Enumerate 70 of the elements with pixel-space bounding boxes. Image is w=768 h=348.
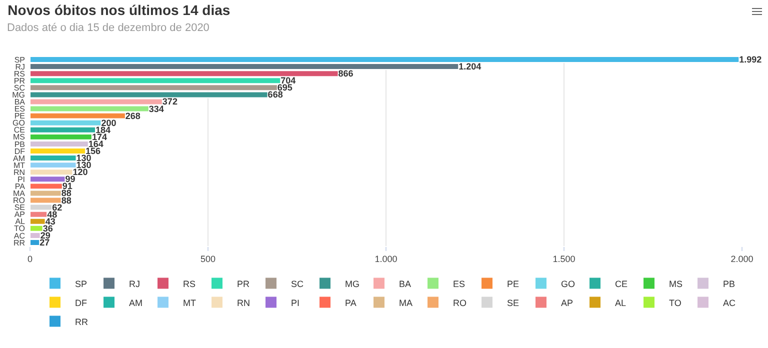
chart-subtitle: Dados até o dia 15 de dezembro de 2020 — [7, 22, 210, 34]
y-tick-label: PA — [14, 182, 26, 191]
y-tick-label: MG — [12, 90, 25, 100]
legend-label: GO — [561, 278, 576, 289]
x-tick-label: 2.000 — [730, 254, 754, 264]
legend-label: DF — [75, 298, 88, 308]
y-tick-label: RO — [13, 196, 25, 206]
y-tick-label: AL — [15, 217, 26, 226]
data-label: 866 — [338, 68, 354, 79]
data-label: 1.204 — [458, 62, 482, 72]
y-tick-label: RN — [13, 168, 26, 177]
legend-label: AC — [723, 298, 736, 308]
x-tick-label: 500 — [200, 254, 216, 264]
data-label: 372 — [162, 96, 178, 107]
data-label: 1.992 — [739, 54, 762, 65]
data-label: 334 — [148, 104, 164, 114]
y-tick-label: PI — [17, 174, 25, 184]
legend-label: PB — [723, 278, 736, 289]
data-label: 668 — [268, 90, 283, 100]
y-tick-label: TO — [14, 224, 25, 234]
x-tick-label: 0 — [27, 254, 33, 264]
legend-label: MG — [345, 278, 360, 289]
legend-label: AM — [129, 298, 142, 308]
y-tick-label: PE — [14, 112, 25, 121]
y-tick-label: SP — [14, 55, 25, 64]
y-tick-label: ES — [14, 104, 25, 114]
y-tick-label: MA — [13, 189, 26, 198]
y-tick-label: SC — [14, 83, 26, 92]
legend-label: BA — [399, 278, 412, 289]
legend-label: MT — [183, 298, 196, 308]
legend-label: ES — [453, 278, 466, 289]
legend-label: SP — [75, 278, 88, 289]
data-label: 120 — [72, 167, 88, 178]
y-tick-label: BA — [14, 98, 26, 107]
legend-label: PE — [507, 278, 520, 289]
y-tick-label: RS — [14, 69, 25, 78]
y-tick-label: DF — [14, 146, 26, 156]
y-tick-label: RR — [13, 238, 26, 248]
y-tick-label: RJ — [15, 62, 25, 72]
legend-label: MA — [399, 298, 412, 308]
legend-label: RN — [237, 298, 250, 308]
x-tick-label: 1.500 — [552, 254, 576, 264]
y-tick-label: AP — [14, 210, 25, 220]
legend-label: SC — [291, 278, 304, 289]
legend-label: TO — [669, 298, 682, 308]
legend-label: RR — [75, 316, 88, 327]
y-tick-label: MT — [13, 160, 26, 170]
legend-label: PR — [237, 278, 250, 289]
legend-label: RJ — [129, 278, 140, 289]
legend-label: MS — [669, 278, 682, 289]
chart-title: Novos óbitos nos últimos 14 dias — [8, 2, 230, 18]
legend-label: PA — [345, 298, 356, 308]
legend-label: RS — [183, 278, 196, 289]
data-label: 268 — [125, 110, 140, 121]
y-tick-label: SE — [14, 203, 25, 212]
legend-label: AL — [615, 298, 626, 308]
legend-label: AP — [561, 298, 574, 308]
y-tick-label: AM — [13, 154, 26, 163]
legend-label: RO — [453, 298, 466, 308]
legend-label: CE — [615, 278, 628, 289]
x-tick-label: 1.000 — [374, 254, 398, 264]
legend-label: SE — [507, 298, 520, 308]
y-tick-label: MS — [13, 132, 25, 142]
y-tick-label: GO — [12, 118, 25, 128]
y-tick-label: PR — [14, 76, 26, 86]
y-tick-label: PB — [14, 140, 25, 149]
legend-label: PI — [291, 298, 300, 308]
y-tick-label: CE — [14, 126, 25, 135]
data-label: 156 — [86, 146, 101, 156]
y-tick-label: AC — [14, 231, 26, 240]
